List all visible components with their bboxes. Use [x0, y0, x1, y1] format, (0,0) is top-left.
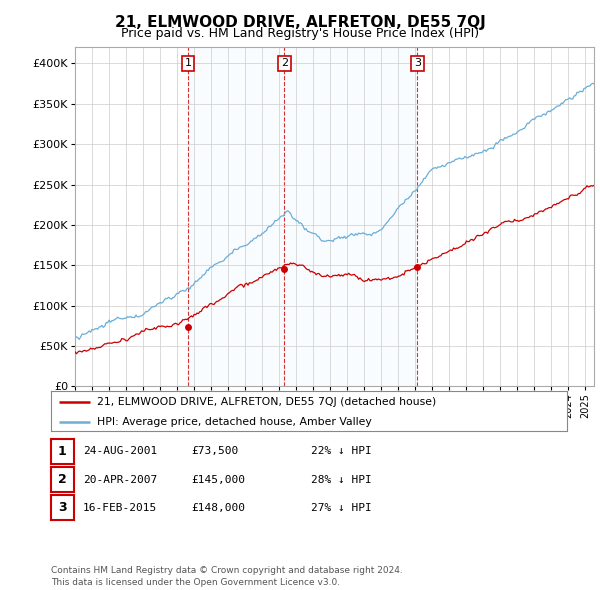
- Text: 2: 2: [281, 58, 288, 68]
- Text: 1: 1: [185, 58, 191, 68]
- Text: 21, ELMWOOD DRIVE, ALFRETON, DE55 7QJ: 21, ELMWOOD DRIVE, ALFRETON, DE55 7QJ: [115, 15, 485, 30]
- Text: 22% ↓ HPI: 22% ↓ HPI: [311, 446, 371, 456]
- Bar: [284, 47, 418, 386]
- Text: Price paid vs. HM Land Registry's House Price Index (HPI): Price paid vs. HM Land Registry's House …: [121, 27, 479, 40]
- Text: 1: 1: [58, 445, 67, 458]
- Text: 16-FEB-2015: 16-FEB-2015: [83, 503, 157, 513]
- Text: 24-AUG-2001: 24-AUG-2001: [83, 446, 157, 456]
- Text: £145,000: £145,000: [191, 474, 245, 484]
- Text: 3: 3: [58, 502, 67, 514]
- Text: 20-APR-2007: 20-APR-2007: [83, 474, 157, 484]
- Text: £73,500: £73,500: [191, 446, 238, 456]
- Text: Contains HM Land Registry data © Crown copyright and database right 2024.
This d: Contains HM Land Registry data © Crown c…: [51, 566, 403, 587]
- Text: HPI: Average price, detached house, Amber Valley: HPI: Average price, detached house, Ambe…: [97, 417, 372, 427]
- Text: £148,000: £148,000: [191, 503, 245, 513]
- Text: 27% ↓ HPI: 27% ↓ HPI: [311, 503, 371, 513]
- Text: 28% ↓ HPI: 28% ↓ HPI: [311, 474, 371, 484]
- Bar: [188, 47, 284, 386]
- Text: 21, ELMWOOD DRIVE, ALFRETON, DE55 7QJ (detached house): 21, ELMWOOD DRIVE, ALFRETON, DE55 7QJ (d…: [97, 397, 437, 407]
- Text: 3: 3: [414, 58, 421, 68]
- Text: 2: 2: [58, 473, 67, 486]
